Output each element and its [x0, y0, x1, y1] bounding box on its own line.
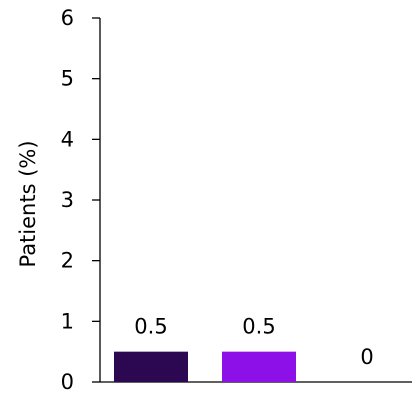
- y-tick-label: 4: [61, 127, 74, 151]
- bar: [114, 351, 188, 382]
- bar-value-label: 0.5: [242, 315, 275, 339]
- bars: [114, 351, 296, 382]
- y-tick-label: 2: [61, 249, 74, 273]
- y-tick-label: 5: [61, 67, 74, 91]
- data-labels: 0.5 0.5 0: [134, 315, 373, 369]
- bar: [222, 351, 296, 382]
- bar-value-label: 0: [360, 345, 373, 369]
- y-tick-label: 1: [61, 309, 74, 333]
- y-tick-label: 3: [61, 188, 74, 212]
- y-ticks: 0 1 2 3 4 5 6: [61, 6, 100, 394]
- y-axis-title: Patients (%): [16, 140, 40, 267]
- bar-value-label: 0.5: [134, 315, 167, 339]
- y-tick-label: 0: [61, 370, 74, 394]
- y-tick-label: 6: [61, 6, 74, 30]
